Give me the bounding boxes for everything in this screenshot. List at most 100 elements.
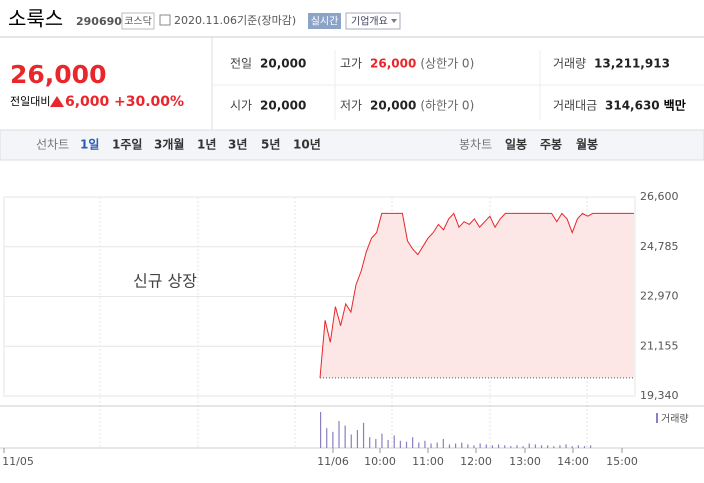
volume-bar <box>418 442 420 448</box>
stat-label: 거래대금 <box>553 99 597 113</box>
volume-bar <box>590 445 592 448</box>
price-area <box>320 213 634 378</box>
x-tick-label: 15:00 <box>606 455 638 468</box>
legend-swatch <box>656 413 658 423</box>
tab[interactable]: 1주일 <box>112 138 142 152</box>
stat-value: 20,000 <box>260 57 306 71</box>
tab[interactable]: 주봉 <box>540 138 562 152</box>
current-price: 26,000 <box>10 60 106 89</box>
tab[interactable]: 1년 <box>197 138 216 152</box>
y-tick-label: 24,785 <box>640 240 679 253</box>
stock-name: 소룩스 <box>8 7 63 31</box>
company[interactable]: 기업개요 <box>351 15 388 28</box>
volume-bar <box>430 443 432 448</box>
change-rate: +30.00% <box>114 94 184 110</box>
x-tick-label: 11:00 <box>412 455 444 468</box>
volume-bar <box>516 445 518 448</box>
stat-value: 20,000 <box>370 99 416 113</box>
tab[interactable]: 1일 <box>80 138 99 152</box>
volume-bar <box>405 441 408 448</box>
stat-value: 314,630 <box>605 99 660 113</box>
y-tick-label: 26,600 <box>640 190 679 203</box>
stat-unit: 백만 <box>664 98 686 113</box>
volume-bar <box>393 435 395 448</box>
volume-bar <box>387 439 389 448</box>
annotation: 신규 상장 <box>133 272 197 291</box>
stat-label: 저가 <box>340 99 362 113</box>
price-line <box>319 212 634 378</box>
tab[interactable]: 5년 <box>261 138 280 152</box>
volume-bar <box>540 445 543 448</box>
tab[interactable]: 10년 <box>293 138 321 152</box>
tab-group-label: 선차트 <box>36 138 69 152</box>
tab[interactable]: 3년 <box>228 138 247 152</box>
volume-bar <box>479 443 481 448</box>
x-tick-label: 11/05 <box>2 455 34 468</box>
volume-bar <box>583 446 586 448</box>
y-tick-label: 21,155 <box>640 339 679 352</box>
volume-bar <box>553 446 555 448</box>
stats: 전일 20,000 고가 26,000 (상한가 0) 거래량 13,211,913 시가 20… <box>230 57 686 113</box>
volume-bar <box>565 444 567 448</box>
company-button[interactable] <box>345 12 401 30</box>
basis: 기준(장마감) <box>237 14 296 27</box>
volume-bar <box>375 439 377 448</box>
volume-bar <box>497 444 500 448</box>
x-tick-label: 10:00 <box>364 455 396 468</box>
volume-bar <box>442 439 444 448</box>
y-tick-label: 19,340 <box>640 389 679 402</box>
volume-bar <box>338 421 340 448</box>
tab[interactable]: 일봉 <box>505 138 527 152</box>
x-tick-label: 14:00 <box>557 455 589 468</box>
tab[interactable]: 월봉 <box>576 137 598 152</box>
y-tick-label: 22,970 <box>640 290 679 303</box>
stat-value: 20,000 <box>260 99 306 113</box>
stat-value: 26,000 <box>370 57 416 71</box>
volume-bar <box>577 445 579 448</box>
header: 소룩스 290690 코스닥 2020.11.06 기준(장마감) 실시간 기업… <box>8 7 401 31</box>
volume-bar <box>424 440 426 448</box>
x-tick-label: 12:00 <box>460 455 492 468</box>
volume-bar <box>522 446 524 448</box>
stat-label: 거래량 <box>553 57 586 71</box>
volume-bar <box>473 445 475 448</box>
date: 2020.11.06 <box>174 14 237 27</box>
volume-bar <box>344 425 346 448</box>
volume-bar <box>559 445 561 448</box>
volume-bar <box>356 430 359 448</box>
volume-bar <box>528 443 530 448</box>
volume-bar <box>369 437 371 448</box>
stat-note: (하한가 0) <box>420 99 474 113</box>
volume-bar <box>362 422 365 448</box>
stat-label: 시가 <box>230 99 252 113</box>
volume-bar <box>326 428 328 448</box>
stock-code: 290690 <box>76 15 122 28</box>
volume-bar <box>320 412 322 448</box>
volume-bar <box>455 443 457 448</box>
dropdown-arrow <box>391 19 397 23</box>
stat-value: 13,211,913 <box>594 57 670 71</box>
stat-note: (상한가 0) <box>420 57 474 71</box>
up-arrow <box>50 96 64 107</box>
volume-bar <box>332 431 334 448</box>
tab-group-label: 봉차트 <box>459 138 492 152</box>
volume-bar <box>399 440 401 448</box>
volume-bar <box>436 442 438 448</box>
volume-bar <box>534 444 536 448</box>
volume-bar <box>350 434 352 448</box>
volume-bar <box>571 446 573 448</box>
change: 6,000 <box>65 94 110 110</box>
stat-label: 고가 <box>340 57 362 71</box>
x-tick-label: 13:00 <box>509 455 541 468</box>
realtime-badge[interactable] <box>308 13 341 29</box>
market-badge <box>121 12 155 30</box>
realtime[interactable]: 실시간 <box>311 16 339 28</box>
tabs: 선차트 1일 1주일 3개월 1년 3년 5년 10년 봉차트 일봉 주봉 월봉 <box>36 137 598 152</box>
change-label: 전일대비 <box>10 94 50 108</box>
tab[interactable]: 3개월 <box>154 137 184 152</box>
volume-bar <box>547 445 549 448</box>
market: 코스닥 <box>124 16 152 28</box>
stat-label: 전일 <box>230 57 252 71</box>
